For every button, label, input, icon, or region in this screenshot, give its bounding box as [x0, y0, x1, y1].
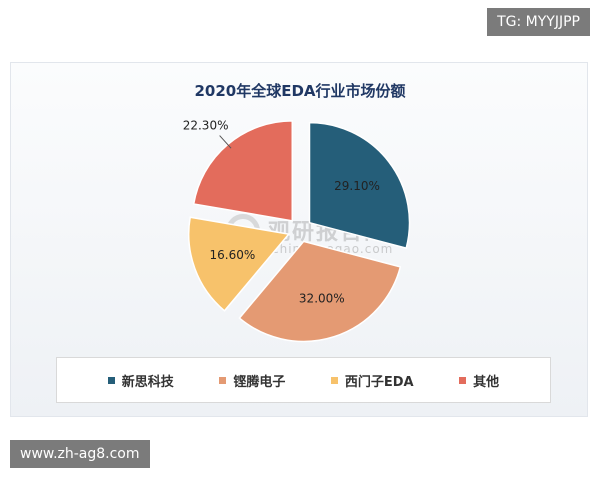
slice-value-label: 29.10% — [334, 179, 380, 193]
chart-legend: 新思科技 铿腾电子 西门子EDA 其他 — [56, 357, 551, 403]
label-leader-line — [219, 135, 232, 149]
legend-label: 其他 — [473, 374, 500, 390]
pie-slice — [192, 120, 294, 222]
site-url-label: www.zh-ag8.com — [10, 440, 150, 468]
pie-slice — [238, 240, 402, 343]
chart-title: 2020年全球EDA行业市场份额 — [194, 82, 406, 100]
legend-item: 其他 — [459, 371, 499, 390]
legend-label: 铿腾电子 — [233, 374, 286, 390]
legend-item: 铿腾电子 — [219, 371, 285, 390]
slice-value-label: 32.00% — [299, 292, 345, 306]
legend-swatch — [330, 376, 338, 384]
legend-item: 西门子EDA — [330, 371, 414, 390]
pie-slice — [308, 121, 411, 250]
legend-label: 西门子EDA — [344, 374, 414, 390]
legend-swatch — [107, 376, 115, 384]
pie-slice — [187, 216, 291, 312]
legend-label: 新思科技 — [121, 374, 174, 390]
slice-value-label: 22.30% — [183, 119, 229, 133]
legend-swatch — [459, 376, 467, 384]
legend-item: 新思科技 — [107, 371, 174, 390]
slice-value-label: 16.60% — [210, 248, 256, 262]
top-tag-label: TG: MYYJJPP — [487, 8, 590, 36]
legend-swatch — [219, 376, 227, 384]
